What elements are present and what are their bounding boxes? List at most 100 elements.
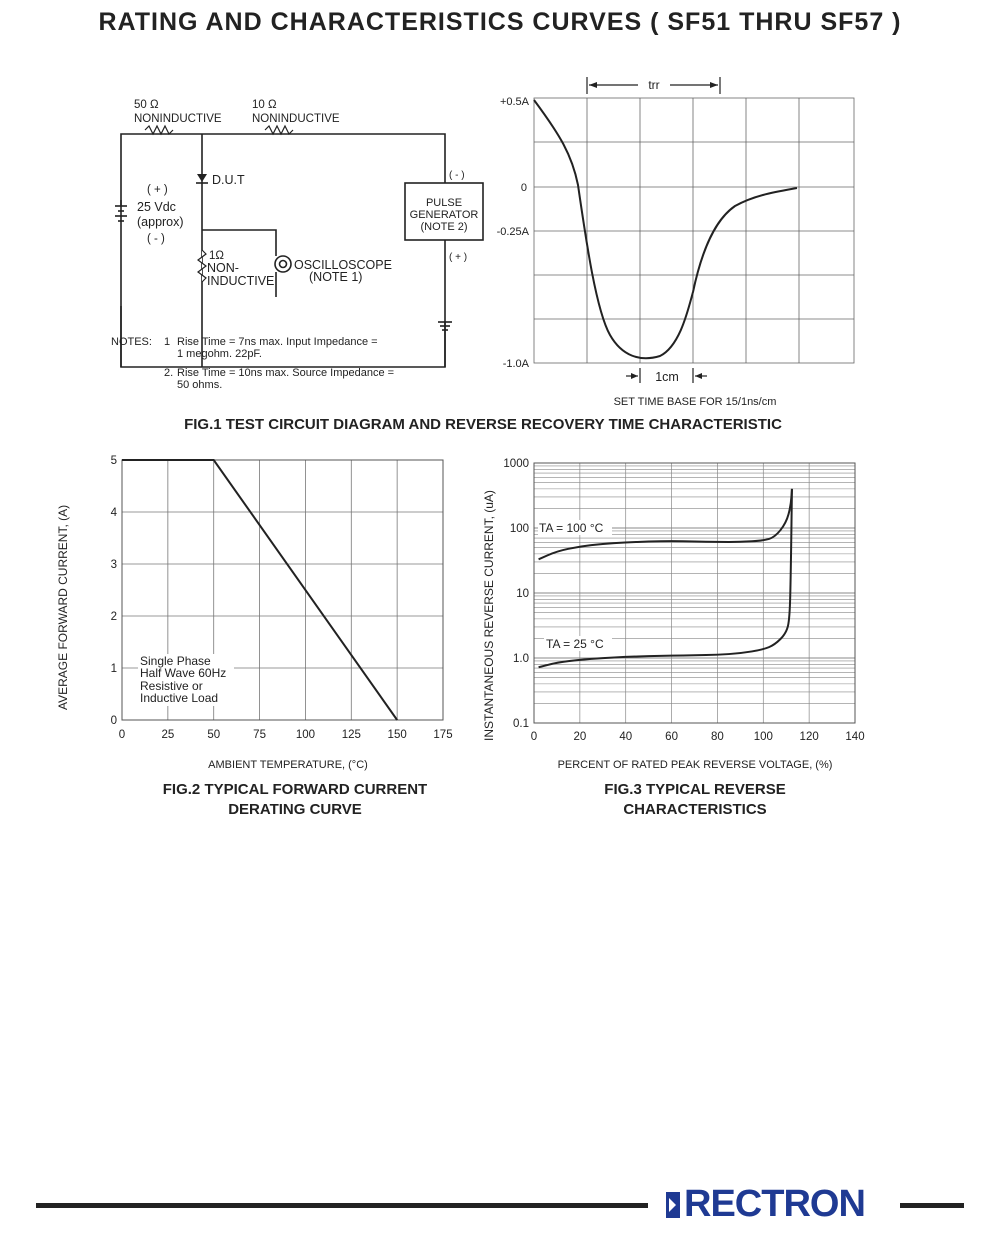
r1-type: NONINDUCTIVE [134,113,222,125]
trr-label: trr [648,78,659,92]
waveform-grid [533,97,855,364]
note-1-number: 1 [164,336,170,348]
fig3-caption-line-2: CHARACTERISTICS [623,801,767,818]
r1-value: 50 Ω [134,99,159,111]
fig2-y-tick-label: 5 [111,455,117,467]
resistor-10-symbol [264,124,294,136]
battery-minus: ( - ) [147,233,165,245]
trr-marker [586,77,721,94]
fig3-y-tick-label: 0.1 [513,718,529,730]
fig2-x-tick-label: 125 [342,729,361,741]
pulse-generator-box [404,182,484,241]
note-2-line-1: Rise Time = 10ns max. Source Impedance = [177,367,394,379]
dut-label: D.U.T [212,173,245,187]
fig3-x-tick-label: 80 [711,731,724,743]
battery-approx: (approx) [137,215,184,229]
fig3-y-tick-label: 100 [510,523,529,535]
fig3-label-bg [544,636,612,651]
scope-label-2: (NOTE 1) [309,270,362,284]
note-2-line-2: 50 ohms. [177,379,222,391]
fig2-plot-frame [121,459,444,721]
note-2-number: 2. [164,367,173,379]
pulse-label-1: PULSE [426,197,462,209]
figure-1: 50 Ω NONINDUCTIVE 10 Ω NONINDUCTIVE D.U.… [111,77,855,408]
r2-type: NONINDUCTIVE [252,113,340,125]
diode-symbol [197,174,207,182]
timebase-note: SET TIME BASE FOR 15/1ns/cm [614,396,777,408]
footer-rule-left [36,1203,648,1208]
resistor-1-symbol [197,249,207,283]
fig2-annotation-line: Single Phase [140,654,211,668]
fig2-ylabel: AVERAGE FORWARD CURRENT, (A) [56,504,70,710]
fig3-plot-frame [533,462,856,724]
footer-rule-right [900,1203,964,1208]
fig3-y-tick-label: 10 [516,588,529,600]
fig2-chart: 0 25 50 75 100 125 150 175 0 1 2 3 4 5 Single Phase H… [111,455,453,741]
fig3-chart: 0 20 40 60 80 100 120 140 0.1 1.0 10 100 1000 TA = 1… [503,458,864,743]
fig2-x-tick-label: 175 [433,729,452,741]
fig2-y-tick-label: 0 [111,715,117,727]
pulse-label-2: GENERATOR [410,209,479,221]
pulse-label-3: (NOTE 2) [420,221,467,233]
fig2-annotation-line: Resistive or [140,679,203,693]
battery-plus: ( + ) [147,184,168,196]
fig2-y-tick-label: 1 [111,663,117,675]
fig2-annotation-bg [138,654,234,706]
r2-value: 10 Ω [252,99,277,111]
fig3-xlabel: PERCENT OF RATED PEAK REVERSE VOLTAGE, (… [557,759,833,771]
pulse-minus: ( - ) [449,170,465,181]
circuit-diagram [115,124,484,368]
notes-label: NOTES: [111,336,152,348]
scope-label-1: OSCILLOSCOPE [294,258,392,272]
fig3-series-label-100C: TA = 100 °C [539,521,604,535]
fig2-x-tick-label: 0 [119,729,125,741]
brand-logo-text: RECTRON [684,1183,866,1225]
fig3-x-tick-label: 120 [800,731,819,743]
fig3-y-tick-label: 1.0 [513,653,529,665]
fig3-x-tick-label: 140 [845,731,864,743]
fig3-x-tick-label: 100 [754,731,773,743]
page-title: RATING AND CHARACTERISTICS CURVES ( SF51… [98,8,902,36]
fig3-series-label-25C: TA = 25 °C [546,637,604,651]
pulse-plus: ( + ) [449,252,467,263]
r3-type-1: NON- [207,261,239,275]
fig1-caption: FIG.1 TEST CIRCUIT DIAGRAM AND REVERSE R… [184,416,782,433]
fig2-x-tick-label: 100 [296,729,315,741]
fig3-grid [533,463,856,724]
fig2-xlabel: AMBIENT TEMPERATURE, (°C) [208,759,368,771]
fig3-x-tick-label: 20 [573,731,586,743]
r3-value: 1Ω [209,250,224,262]
fig2-caption-line-1: FIG.2 TYPICAL FORWARD CURRENT [162,781,428,798]
scale-marker [626,368,707,383]
fig2-y-tick-label: 3 [111,559,117,571]
note-1-line-1: Rise Time = 7ns max. Input Impedance = [177,336,378,348]
note-1-line-2: 1 megohm. 22pF. [177,348,262,360]
recovery-waveform [533,99,798,360]
battery-voltage: 25 Vdc [137,200,176,214]
waveform-y-label: 0 [521,182,527,194]
fig3-x-tick-label: 0 [531,731,537,743]
fig3-ylabel: INSTANTANEOUS REVERSE CURRENT, (uA) [482,490,496,741]
circuit-top-wire [120,133,446,367]
fig2-annotation-line: Half Wave 60Hz [140,666,226,680]
fig2-annotation-line: Inductive Load [140,691,218,705]
oscilloscope-symbol [274,255,292,273]
fig3-caption-line-1: FIG.3 TYPICAL REVERSE [604,781,786,798]
fig3-y-tick-label: 1000 [503,458,529,470]
fig3-series-line-1 [538,488,793,669]
fig3-series-line-0 [538,488,793,561]
waveform-y-label: -1.0A [503,358,530,370]
waveform-y-label: +0.5A [500,96,530,108]
fig2-x-tick-label: 150 [388,729,407,741]
waveform-y-label: -0.25A [497,226,530,238]
fig2-x-tick-label: 50 [207,729,220,741]
brand-logo-icon [666,1192,680,1218]
scale-label: 1cm [655,370,679,384]
resistor-50-symbol [144,124,174,136]
fig2-y-tick-label: 2 [111,611,117,623]
fig3-x-tick-label: 60 [665,731,678,743]
fig3-label-bg [538,520,612,535]
fig3-x-tick-label: 40 [619,731,632,743]
fig2-caption-line-2: DERATING CURVE [228,801,362,818]
fig2-series-line [122,459,398,721]
